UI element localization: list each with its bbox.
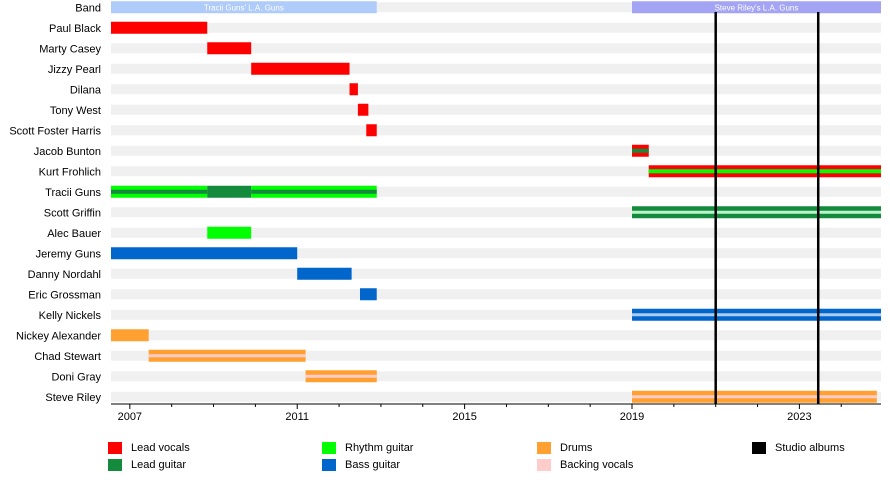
member-bar-jeremy-guns-13 (111, 247, 298, 260)
legend-item-lead-guitar: Lead guitar (108, 459, 186, 471)
member-bar-tracii-guns-10-inner (251, 189, 377, 194)
member-bar-tracii-guns-9 (207, 185, 252, 198)
member-bar-danny-nordahl-14 (297, 267, 352, 280)
x-tick-label-2007: 2007 (118, 411, 142, 423)
legend-label-lead-guitar: Lead guitar (131, 459, 187, 471)
member-bar-steve-riley-20-inner (632, 395, 877, 399)
legend-label-drums: Drums (560, 442, 593, 454)
row-stripe-nickey-alexander (111, 330, 881, 341)
row-stripe-jacob-bunton (111, 145, 881, 156)
legend-swatch-drums (537, 442, 551, 454)
legend-swatch-lead-guitar (108, 459, 122, 471)
row-stripe-scott-griffin (111, 207, 881, 218)
member-label-jeremy-guns: Jeremy Guns (36, 248, 102, 260)
member-label-chad-stewart: Chad Stewart (34, 351, 101, 363)
band-bar-0 (111, 1, 377, 14)
row-stripe-scott-foster-harris (111, 125, 881, 136)
member-label-scott-griffin: Scott Griffin (44, 207, 101, 219)
member-label-tracii-guns: Tracii Guns (45, 187, 101, 199)
legend-label-backing-vocals: Backing vocals (560, 459, 634, 471)
member-label-paul-black: Paul Black (49, 23, 101, 35)
member-bar-eric-grossman-15 (359, 288, 377, 301)
legend-item-studio-albums: Studio albums (752, 442, 845, 454)
member-bar-kurt-frohlich-7-inner (648, 169, 881, 174)
band-bar-1 (632, 1, 881, 14)
x-tick-label-2019: 2019 (620, 411, 644, 423)
row-stripe-eric-grossman (111, 289, 881, 300)
row-stripe-steve-riley (111, 391, 881, 402)
legend-label-lead-vocals: Lead vocals (131, 442, 190, 454)
member-label-alec-bauer: Alec Bauer (47, 228, 101, 240)
legend-label-bass-guitar: Bass guitar (345, 459, 401, 471)
member-bar-tony-west-4 (357, 103, 369, 116)
member-bar-jizzy-pearl-2 (251, 62, 350, 75)
legend-item-backing-vocals: Backing vocals (537, 459, 633, 471)
legend-label-studio-albums: Studio albums (775, 442, 845, 454)
member-bar-kelly-nickels-16-inner (632, 313, 881, 317)
row-stripe-tony-west (111, 104, 881, 115)
member-label-steve-riley: Steve Riley (45, 392, 101, 404)
row-stripe-doni-gray (111, 371, 881, 382)
member-label-kurt-frohlich: Kurt Frohlich (39, 166, 101, 178)
row-stripe-band (111, 2, 881, 13)
member-label-dilana: Dilana (70, 84, 102, 96)
legend-item-lead-vocals: Lead vocals (108, 442, 190, 454)
member-bar-doni-gray-19-inner (305, 374, 377, 378)
row-stripe-danny-nordahl (111, 268, 881, 279)
member-label-nickey-alexander: Nickey Alexander (16, 330, 101, 342)
x-tick-label-2015: 2015 (452, 411, 476, 423)
x-tick-label-2011: 2011 (285, 411, 309, 423)
member-bar-scott-griffin-11-inner (632, 210, 881, 214)
row-stripe-jizzy-pearl (111, 63, 881, 74)
legend-item-rhythm-guitar: Rhythm guitar (322, 442, 413, 454)
member-label-tony-west: Tony West (50, 105, 101, 117)
member-bar-dilana-3 (349, 83, 358, 96)
legend-item-drums: Drums (537, 442, 592, 454)
member-label-eric-grossman: Eric Grossman (28, 289, 101, 301)
member-label-marty-casey: Marty Casey (39, 43, 101, 55)
member-bar-paul-black-0 (111, 21, 208, 34)
row-stripe-kelly-nickels (111, 309, 881, 320)
band-label-0: Tracii Guns' L.A. Guns (204, 3, 284, 12)
member-label-jacob-bunton: Jacob Bunton (34, 146, 101, 158)
legend-label-rhythm-guitar: Rhythm guitar (345, 442, 414, 454)
row-stripe-marty-casey (111, 43, 881, 54)
row-stripe-jeremy-guns (111, 248, 881, 259)
row-stripe-tracii-guns (111, 186, 881, 197)
member-bar-tracii-guns-8-inner (111, 189, 208, 194)
member-label-danny-nordahl: Danny Nordahl (28, 269, 101, 281)
row-stripe-chad-stewart (111, 350, 881, 361)
legend-swatch-rhythm-guitar (322, 442, 336, 454)
row-stripe-paul-black (111, 22, 881, 33)
legend-swatch-studio-albums (752, 442, 766, 454)
member-label-doni-gray: Doni Gray (51, 371, 101, 383)
row-stripe-alec-bauer (111, 227, 881, 238)
row-stripe-dilana (111, 84, 881, 95)
legend-swatch-bass-guitar (322, 459, 336, 471)
row-stripe-kurt-frohlich (111, 166, 881, 177)
member-label-jizzy-pearl: Jizzy Pearl (48, 64, 101, 76)
member-bar-marty-casey-1 (207, 42, 252, 55)
band-label-1: Steve Riley's L.A. Guns (715, 3, 799, 12)
legend-swatch-backing-vocals (537, 459, 551, 471)
member-bar-nickey-alexander-17 (111, 329, 149, 342)
member-label-kelly-nickels: Kelly Nickels (39, 310, 102, 322)
legend-item-bass-guitar: Bass guitar (322, 459, 400, 471)
member-bar-chad-stewart-18-inner (148, 354, 306, 358)
member-bar-scott-foster-harris-5 (366, 124, 377, 137)
member-bar-alec-bauer-12 (207, 226, 252, 239)
legend: Lead vocals Lead guitar Rhythm guitar Ba… (0, 440, 890, 480)
member-label-band: Band (75, 2, 101, 14)
legend-swatch-lead-vocals (108, 442, 122, 454)
timeline-chart: Band Paul Black Marty Casey Jizzy Pearl Dila… (9, 1, 881, 423)
x-tick-label-2023: 2023 (787, 411, 811, 423)
member-label-scott-foster-harris: Scott Foster Harris (9, 125, 101, 137)
member-bar-jacob-bunton-6-inner (632, 148, 649, 153)
